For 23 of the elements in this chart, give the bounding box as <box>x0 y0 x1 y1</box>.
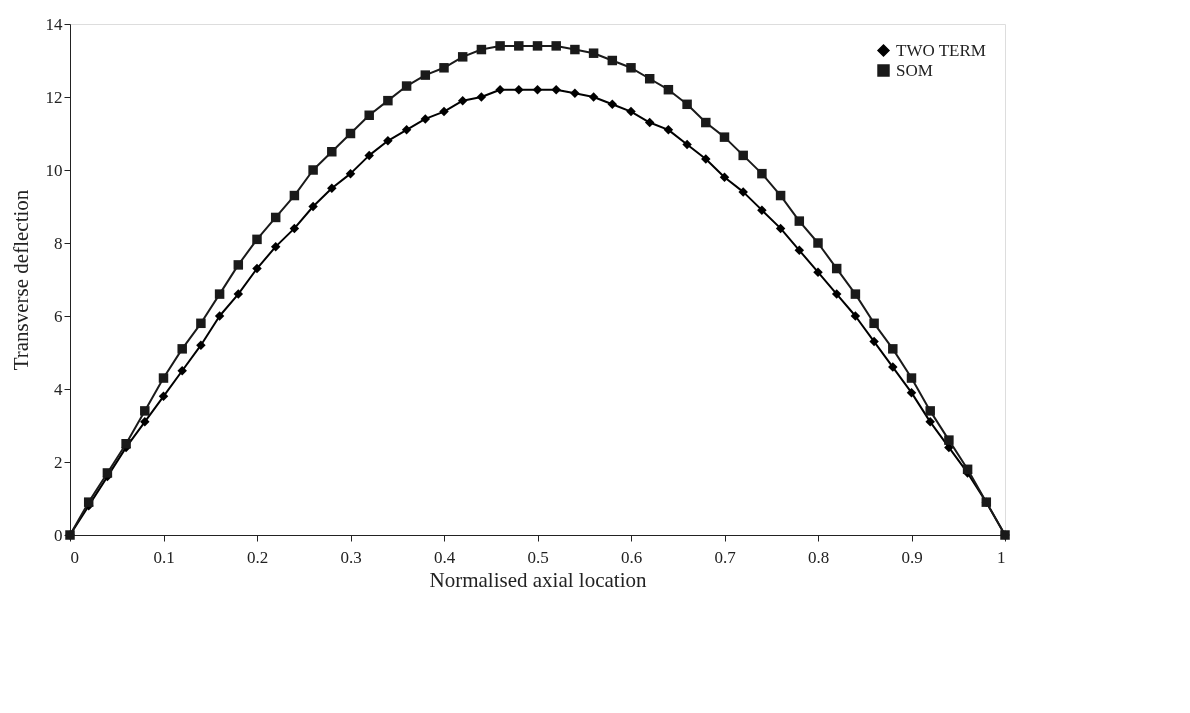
legend-label: TWO TERM <box>896 40 986 60</box>
x-tick-label: 0.2 <box>246 547 269 567</box>
x-tick-label: 0 <box>70 547 79 567</box>
x-tick-label: 0.9 <box>901 547 923 567</box>
y-tick-label: 6 <box>54 306 63 326</box>
y-tick-label: 8 <box>54 233 63 253</box>
y-tick-label: 2 <box>54 452 63 472</box>
y-tick-label: 4 <box>54 379 63 399</box>
legend-label: SOM <box>896 60 933 80</box>
x-tick-label: 0.7 <box>714 547 737 567</box>
x-axis-title: Normalised axial location <box>429 567 647 592</box>
x-tick-label: 0.8 <box>807 547 830 567</box>
y-tick-label: 12 <box>45 87 63 107</box>
x-tick-label: 0.6 <box>620 547 643 567</box>
y-tick-label: 14 <box>45 14 63 34</box>
y-axis-title: Transverse deflection <box>8 189 33 371</box>
x-tick-label: 1 <box>997 547 1006 567</box>
y-tick-label: 0 <box>54 525 63 545</box>
x-tick-label: 0.5 <box>527 547 549 567</box>
y-tick-label: 10 <box>45 160 63 180</box>
x-tick-label: 0.1 <box>153 547 175 567</box>
x-tick-label: 0.4 <box>433 547 456 567</box>
x-tick-label: 0.3 <box>340 547 362 567</box>
